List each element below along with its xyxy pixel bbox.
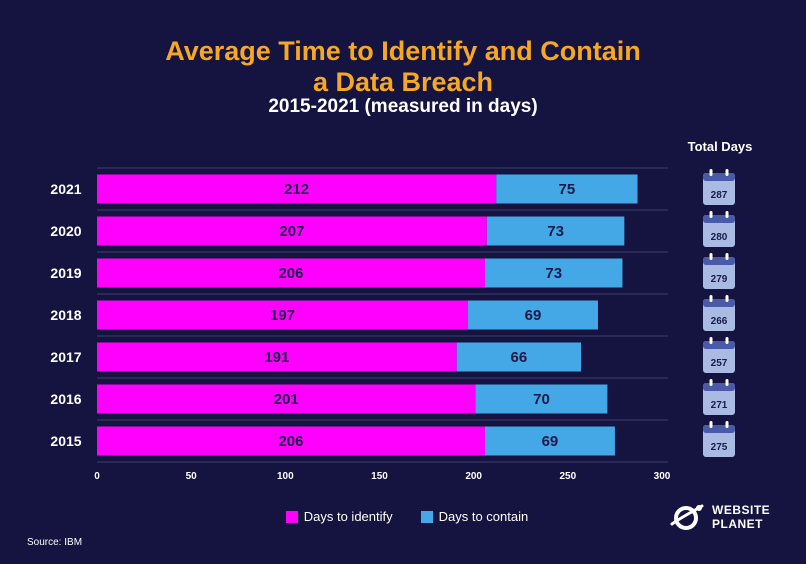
x-tick-label: 300 <box>654 471 671 482</box>
calendar-icon <box>703 169 735 205</box>
bar-identify <box>97 174 497 204</box>
bar-label-contain: 73 <box>547 223 564 240</box>
bar-contain <box>486 216 625 246</box>
bar-label-identify: 191 <box>264 349 289 366</box>
legend: Days to identify Days to contain <box>0 509 806 524</box>
total-days-label: 275 <box>711 442 728 453</box>
chart-title-line-2: a Data Breach <box>312 67 494 97</box>
bar-identify <box>97 216 487 246</box>
bar-label-identify: 212 <box>284 181 309 198</box>
bar-identify <box>97 258 485 288</box>
total-days-label: 279 <box>711 274 728 285</box>
bar-label-contain: 73 <box>545 265 562 282</box>
category-label: 2016 <box>50 391 81 407</box>
bar-label-contain: 69 <box>525 307 542 324</box>
x-tick-label: 150 <box>371 471 388 482</box>
total-days-label: 280 <box>711 232 728 243</box>
x-tick-label: 250 <box>559 471 576 482</box>
logo-text-line-1: WEBSITE <box>712 503 771 517</box>
category-label: 2017 <box>50 349 81 365</box>
calendar-icon <box>703 211 735 247</box>
category-label: 2021 <box>50 181 81 197</box>
bar-contain <box>456 342 582 372</box>
bar-contain <box>496 174 638 204</box>
total-days-label: 257 <box>711 358 728 369</box>
bar-contain <box>468 300 598 330</box>
bar-label-contain: 66 <box>511 349 528 366</box>
bar-label-identify: 207 <box>279 223 304 240</box>
bar-label-identify: 206 <box>278 433 303 450</box>
bar-contain <box>484 258 623 288</box>
legend-swatch-identify <box>285 510 298 523</box>
calendar-icon <box>703 295 735 331</box>
x-tick-label: 50 <box>186 471 198 482</box>
legend-swatch-contain <box>420 510 433 523</box>
website-planet-logo: WEBSITE PLANET <box>670 502 770 532</box>
x-tick-label: 0 <box>94 471 100 482</box>
category-label: 2018 <box>50 307 81 323</box>
legend-item-identify: Days to identify <box>285 509 393 524</box>
planet-logo-icon <box>670 504 704 530</box>
total-days-label: 266 <box>711 316 728 327</box>
chart-title: Average Time to Identify and Contain a D… <box>0 36 806 98</box>
bar-identify <box>97 426 485 456</box>
category-label: 2020 <box>50 223 81 239</box>
logo-text-line-2: PLANET <box>712 517 763 531</box>
logo-text: WEBSITE PLANET <box>712 503 770 531</box>
bar-contain <box>475 384 608 414</box>
calendar-icon <box>703 253 735 289</box>
category-label: 2019 <box>50 265 81 281</box>
bar-label-identify: 197 <box>270 307 295 324</box>
stacked-bar-chart: Total Days 212 75 2021 287 207 73 2020 280 206 73 2… <box>50 139 753 482</box>
source-note: Source: IBM <box>27 537 83 548</box>
chart-title-line-1: Average Time to Identify and Contain <box>165 36 641 66</box>
calendar-icon <box>703 337 735 373</box>
bar-label-contain: 70 <box>533 391 550 408</box>
x-tick-label: 100 <box>277 471 294 482</box>
legend-label-identify: Days to identify <box>303 509 393 524</box>
chart-subtitle: 2015-2021 (measured in days) <box>268 96 538 117</box>
x-tick-label: 200 <box>465 471 482 482</box>
totals-header: Total Days <box>688 139 753 154</box>
legend-label-contain: Days to contain <box>438 509 529 524</box>
total-days-label: 271 <box>711 400 728 411</box>
bar-label-contain: 75 <box>559 181 576 198</box>
bar-label-contain: 69 <box>542 433 559 450</box>
bar-identify <box>97 300 469 330</box>
bar-identify <box>97 342 457 372</box>
bar-contain <box>484 426 615 456</box>
calendar-icon <box>703 421 735 457</box>
total-days-label: 287 <box>711 190 728 201</box>
bar-label-identify: 201 <box>274 391 299 408</box>
bar-label-identify: 206 <box>278 265 303 282</box>
legend-item-contain: Days to contain <box>420 509 529 524</box>
category-label: 2015 <box>50 433 81 449</box>
bar-identify <box>97 384 476 414</box>
calendar-icon <box>703 379 735 415</box>
